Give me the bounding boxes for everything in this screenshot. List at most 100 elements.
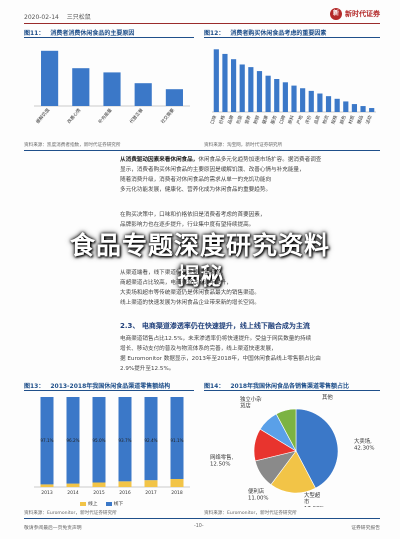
fig12-source: 资料来源：淘宝网，新时代证券研究所 (204, 143, 283, 148)
bar (282, 82, 288, 112)
legend-offline: 线下 (105, 500, 123, 507)
banner-subtitle: 揭秘 (177, 264, 223, 290)
tick-label: 包装 (234, 114, 244, 125)
tick-label: 2015 (93, 490, 105, 496)
fig-row-bottom-rule (24, 150, 380, 151)
pie-label: 大卖场, 42.30% (354, 437, 375, 452)
tick-label: 服务 (269, 114, 279, 125)
bar-segment (66, 483, 80, 487)
tick-label: 价格 (217, 114, 227, 125)
tick-label: 补充能量 (97, 106, 114, 125)
fig14-source: 资料来源：Euromonitor，新时代证券研究所 (204, 511, 297, 516)
pie-slice (295, 408, 339, 489)
fig13-source: 资料来源：Euromonitor，新时代证券研究所 (24, 511, 117, 516)
bar-segment (144, 397, 158, 481)
tick-label: 规格 (329, 114, 339, 125)
tick-label: 物流 (321, 114, 331, 125)
bar (343, 101, 349, 112)
bar (41, 50, 59, 106)
tick-label: 社交需要 (159, 106, 176, 125)
bar (334, 98, 340, 112)
fig14-rule (204, 390, 380, 391)
pie-label: 大型超市17.90% (304, 491, 325, 507)
tick-label: 缓解饥饿 (34, 106, 51, 125)
bar (134, 83, 152, 106)
fig12-svg: 口味 价格 品牌 包装 营养 新鲜 健康 服务 口碑 原料 产地 评价 品质 物流 规格 颜色 材质 赠品 活动 (209, 49, 376, 125)
bar-segment (170, 478, 184, 487)
bar-segment (40, 484, 54, 487)
fig13-legend: 线上 线下 (80, 500, 123, 507)
tick-label: 2018 (171, 490, 183, 496)
header-date: 2020-02-14 三只松鼠 (24, 14, 91, 21)
tick-label: 新鲜 (252, 114, 262, 125)
tick-label: 原料 (286, 114, 296, 125)
bar (103, 72, 121, 106)
data-label: 96.2% (66, 438, 79, 443)
bar (317, 93, 323, 112)
tick-label: 评价 (303, 114, 313, 125)
fig13-svg: 97.1% 2013 96.2% 2014 95.0% 2015 93.7% 2016 92.4… (34, 397, 190, 496)
bar (239, 64, 245, 112)
tick-label: 代替正餐 (128, 106, 145, 125)
fig11-rule (24, 37, 194, 38)
tick-label: 2017 (145, 490, 157, 496)
header-rule (24, 23, 380, 24)
tick-label: 营养 (243, 114, 253, 125)
bar (248, 67, 254, 112)
fig13-chart: 97.1% 2013 96.2% 2014 95.0% 2015 93.7% 2016 92.4… (24, 393, 194, 497)
broker-logo: 新 新时代证券 (330, 8, 380, 20)
fig11-title: 图11： 消费者消费休闲食品的主要原因 (24, 30, 135, 37)
paragraph-2: 在购买决策中，口味和价格依旧是消费者考虑的首要因素， 品牌影响力也在逐步提升，行… (120, 212, 266, 228)
fig14-title: 图14： 2018年我国休闲食品各销售渠道零售额占比 (204, 383, 350, 390)
bar (325, 96, 332, 112)
bar (222, 53, 228, 112)
fig11-chart: 缓解饥饿 改善心情 补充能量 代替正餐 社交需要 (24, 40, 194, 140)
fig12-title: 图12： 消费者购买休闲食品考虑的重要因素 (204, 30, 327, 37)
bar (265, 75, 271, 112)
bar-segment (170, 397, 184, 479)
bar-segment (144, 480, 158, 487)
data-label: 91.1% (170, 438, 183, 443)
footer-rule (24, 518, 380, 519)
footer-disclaimer: 敬请参阅最后一页免责声明 (24, 526, 82, 531)
bar (256, 71, 263, 112)
bar (230, 59, 237, 112)
pie-label: 便利店 11.00% (248, 487, 269, 502)
tick-label: 口碑 (278, 114, 288, 125)
tick-label: 2014 (67, 490, 79, 496)
title-banner: 食品专题深度研究资料 揭秘 (0, 230, 400, 294)
tick-label: 产地 (295, 114, 305, 125)
tick-label: 健康 (260, 114, 270, 125)
fig11-source: 资料来源：凯度消费者指数，新时代证券研究所 (24, 143, 121, 148)
bar (300, 88, 306, 112)
data-label: 93.7% (118, 438, 131, 443)
bar-segment (92, 397, 106, 483)
bar-segment (40, 397, 54, 485)
section-heading: 2.3、 电商渠道渗透率仍在快速提升，线上线下融合成为主流 (120, 322, 310, 330)
bar-segment (118, 481, 132, 487)
logo-mark-icon: 新 (330, 8, 342, 20)
bar (165, 89, 183, 106)
bar (308, 90, 314, 112)
tick-label: 口味 (209, 114, 219, 125)
page-header: 2020-02-14 三只松鼠 新 新时代证券 (24, 8, 380, 22)
bar (351, 104, 358, 112)
paragraph-1: 从消费驱动因素来看休闲食品，休闲食品多元化趋势加速市场扩容。据消费者调查 显示，… (120, 157, 322, 193)
data-label: 95.0% (92, 438, 105, 443)
fig12-rule (204, 37, 380, 38)
bar (360, 106, 366, 112)
data-label: 97.1% (40, 438, 53, 443)
paragraph-4: 电商渠道销售占比12.5%，未来渗透率仍将快速提升。受益于网民数量的持续 增长、… (120, 336, 321, 372)
bar-segment (92, 482, 106, 487)
pie-label: 独立小杂货店 (240, 395, 262, 410)
fig13-title: 图13： 2013-2018年我国休闲食品渠道零售额结构 (24, 383, 171, 390)
bar (72, 68, 90, 106)
logo-text: 新时代证券 (345, 10, 380, 18)
tick-label: 颜色 (338, 114, 348, 125)
footer-report-type: 证券研究报告 (351, 526, 380, 531)
tick-label: 改善心情 (65, 106, 82, 125)
bar (213, 49, 219, 112)
tick-label: 品牌 (226, 114, 236, 125)
